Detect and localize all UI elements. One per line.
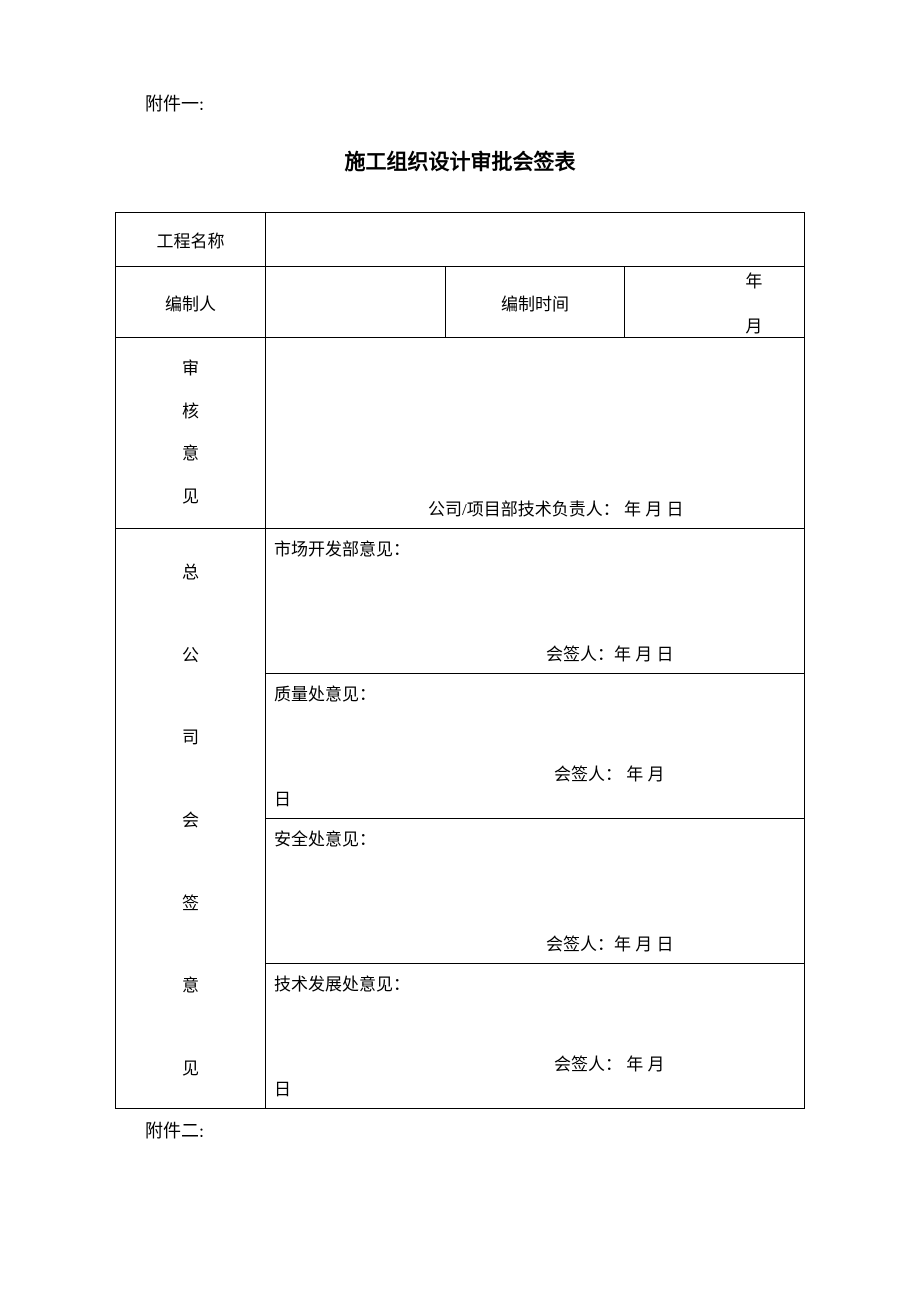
project-name-value bbox=[266, 213, 805, 267]
company-char: 总 bbox=[182, 558, 199, 583]
safety-sign: 会签人：年 月 日 bbox=[266, 930, 804, 955]
approval-table: 工程名称 编制人 编制时间 年 月 审 核 意 见 公司/项目部技术负责人： 年… bbox=[115, 212, 805, 1109]
review-opinion-label: 审 核 意 见 bbox=[116, 338, 266, 529]
company-char: 会 bbox=[182, 806, 199, 831]
company-char: 见 bbox=[182, 1054, 199, 1079]
company-char: 意 bbox=[182, 971, 199, 996]
tech-dev-cell: 技术发展处意见： 会签人： 年 月 日 bbox=[266, 964, 805, 1109]
review-char: 审 bbox=[182, 348, 199, 391]
table-row: 工程名称 bbox=[116, 213, 805, 267]
company-char: 公 bbox=[182, 641, 199, 666]
table-row: 审 核 意 见 公司/项目部技术负责人： 年 月 日 bbox=[116, 338, 805, 529]
company-char: 签 bbox=[182, 889, 199, 914]
review-char: 见 bbox=[182, 476, 199, 519]
year-label: 年 bbox=[745, 272, 762, 291]
market-dev-sign: 会签人：年 月 日 bbox=[266, 640, 804, 665]
review-opinion-content: 公司/项目部技术负责人： 年 月 日 bbox=[266, 338, 805, 529]
attachment-two-label: 附件二: bbox=[145, 1117, 805, 1143]
tech-dev-sign-line2: 日 bbox=[274, 1075, 792, 1100]
company-cosign-label: 总 公 司 会 签 意 见 bbox=[116, 529, 266, 1109]
tech-dev-sign: 会签人： 年 月 日 bbox=[274, 1050, 792, 1100]
page-title: 施工组织设计审批会签表 bbox=[115, 146, 805, 176]
quality-sign-line1: 会签人： 年 月 bbox=[274, 760, 792, 785]
table-row: 总 公 司 会 签 意 见 市场开发部意见： 会签人：年 月 日 bbox=[116, 529, 805, 674]
review-char: 核 bbox=[182, 391, 199, 434]
company-char: 司 bbox=[182, 723, 199, 748]
quality-cell: 质量处意见： 会签人： 年 月 日 bbox=[266, 674, 805, 819]
safety-cell: 安全处意见： 会签人：年 月 日 bbox=[266, 819, 805, 964]
market-dev-title: 市场开发部意见： bbox=[274, 535, 796, 560]
edit-time-value: 年 月 bbox=[625, 267, 805, 338]
edit-time-label: 编制时间 bbox=[445, 267, 625, 338]
quality-title: 质量处意见： bbox=[274, 680, 796, 705]
market-dev-cell: 市场开发部意见： 会签人：年 月 日 bbox=[266, 529, 805, 674]
editor-value bbox=[266, 267, 446, 338]
attachment-one-label: 附件一: bbox=[145, 90, 805, 116]
quality-sign: 会签人： 年 月 日 bbox=[274, 760, 792, 810]
month-label: 月 bbox=[745, 317, 762, 336]
review-sign-line: 公司/项目部技术负责人： 年 月 日 bbox=[278, 495, 792, 520]
quality-sign-line2: 日 bbox=[274, 785, 792, 810]
tech-dev-sign-line1: 会签人： 年 月 bbox=[274, 1050, 792, 1075]
table-row: 编制人 编制时间 年 月 bbox=[116, 267, 805, 338]
safety-title: 安全处意见： bbox=[274, 825, 796, 850]
review-char: 意 bbox=[182, 433, 199, 476]
project-name-label: 工程名称 bbox=[116, 213, 266, 267]
editor-label: 编制人 bbox=[116, 267, 266, 338]
tech-dev-title: 技术发展处意见： bbox=[274, 970, 796, 995]
